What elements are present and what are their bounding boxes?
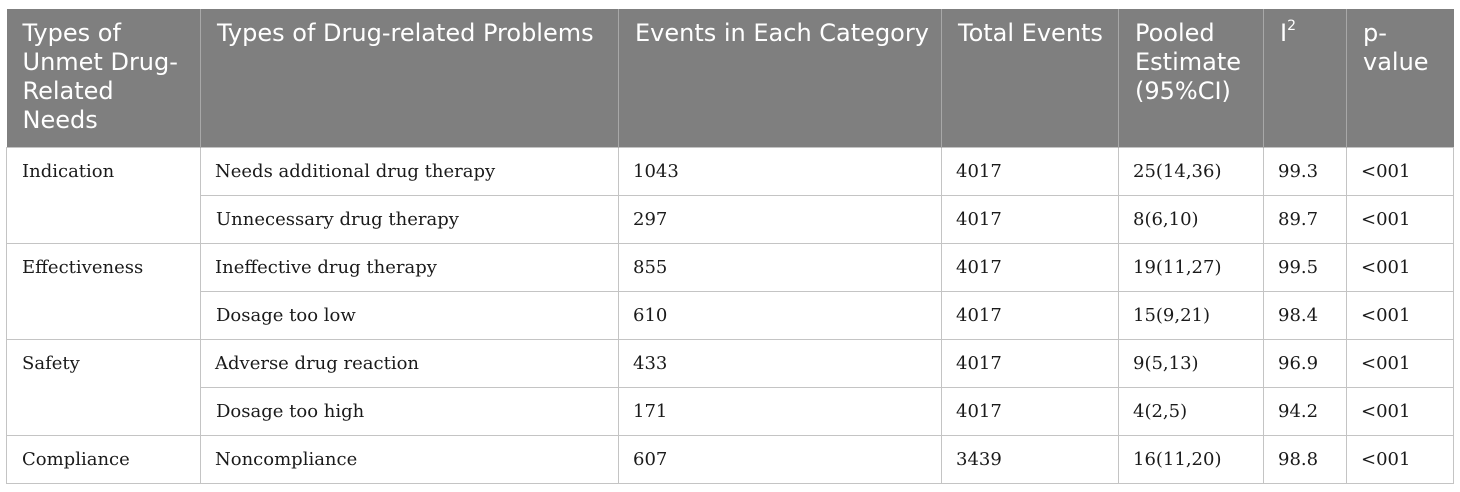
- total-cell: 4017: [941, 243, 1119, 292]
- data-table: Types of Unmet Drug-Related Needs Types …: [6, 9, 1454, 484]
- estimate-cell: 15(9,21): [1118, 291, 1264, 340]
- pvalue-cell: <001: [1346, 387, 1454, 436]
- total-cell: 4017: [941, 387, 1119, 436]
- table-row: Safety Adverse drug reaction 433 4017 9(…: [6, 339, 1454, 436]
- table-row: Effectiveness Ineffective drug therapy 8…: [6, 243, 1454, 340]
- problem-cell: Adverse drug reaction: [200, 339, 619, 388]
- total-cell: 4017: [941, 339, 1119, 388]
- problem-cell: Needs additional drug therapy: [200, 147, 619, 196]
- header-row: Types of Unmet Drug-Related Needs Types …: [6, 9, 1454, 148]
- problem-cell: Unnecessary drug therapy: [200, 195, 619, 244]
- total-cell: 4017: [941, 291, 1119, 340]
- events-cell: 610: [618, 291, 942, 340]
- events-cell: 297: [618, 195, 942, 244]
- total-cell: 4017: [941, 195, 1119, 244]
- col-header-unmet-needs: Types of Unmet Drug-Related Needs: [6, 9, 201, 148]
- col-header-i-squared: I2: [1263, 9, 1347, 148]
- i2-cell: 98.4: [1263, 291, 1347, 340]
- i2-cell: 98.8: [1263, 435, 1347, 484]
- i2-cell: 99.5: [1263, 243, 1347, 292]
- estimate-cell: 9(5,13): [1118, 339, 1264, 388]
- estimate-cell: 19(11,27): [1118, 243, 1264, 292]
- col-header-events-category: Events in Each Category: [618, 9, 942, 148]
- events-cell: 171: [618, 387, 942, 436]
- pvalue-cell: <001: [1346, 291, 1454, 340]
- i2-cell: 96.9: [1263, 339, 1347, 388]
- table-row: Compliance Noncompliance 607 3439 16(11,…: [6, 435, 1454, 484]
- i-squared-superscript: 2: [1287, 18, 1296, 34]
- table-row: Indication Needs additional drug therapy…: [6, 147, 1454, 244]
- problem-cell: Dosage too high: [200, 387, 619, 436]
- i2-cell: 89.7: [1263, 195, 1347, 244]
- group-cell: Safety: [6, 339, 201, 436]
- group-cell: Compliance: [6, 435, 201, 484]
- estimate-cell: 16(11,20): [1118, 435, 1264, 484]
- estimate-cell: 8(6,10): [1118, 195, 1264, 244]
- total-cell: 3439: [941, 435, 1119, 484]
- col-header-pooled-estimate: Pooled Estimate (95%CI): [1118, 9, 1264, 148]
- estimate-cell: 4(2,5): [1118, 387, 1264, 436]
- table-row: Dosage too high 171 4017 4(2,5) 94.2 <00…: [7, 387, 1454, 436]
- col-header-total-events: Total Events: [941, 9, 1119, 148]
- i-squared-label: I: [1280, 19, 1288, 47]
- col-header-p-value: p-value: [1346, 9, 1454, 148]
- events-cell: 607: [618, 435, 942, 484]
- problem-cell: Ineffective drug therapy: [200, 243, 619, 292]
- problem-cell: Noncompliance: [200, 435, 619, 484]
- group-cell: Indication: [6, 147, 201, 244]
- pvalue-cell: <001: [1346, 147, 1454, 196]
- events-cell: 1043: [618, 147, 942, 196]
- estimate-cell: 25(14,36): [1118, 147, 1264, 196]
- pvalue-cell: <001: [1346, 243, 1454, 292]
- events-cell: 855: [618, 243, 942, 292]
- table-row: Unnecessary drug therapy 297 4017 8(6,10…: [7, 195, 1454, 244]
- problem-cell: Dosage too low: [200, 291, 619, 340]
- group-cell: Effectiveness: [6, 243, 201, 340]
- i2-cell: 99.3: [1263, 147, 1347, 196]
- pvalue-cell: <001: [1346, 435, 1454, 484]
- i2-cell: 94.2: [1263, 387, 1347, 436]
- table-row: Dosage too low 610 4017 15(9,21) 98.4 <0…: [7, 291, 1454, 340]
- col-header-problem-types: Types of Drug-related Problems: [200, 9, 619, 148]
- pvalue-cell: <001: [1346, 195, 1454, 244]
- pvalue-cell: <001: [1346, 339, 1454, 388]
- total-cell: 4017: [941, 147, 1119, 196]
- events-cell: 433: [618, 339, 942, 388]
